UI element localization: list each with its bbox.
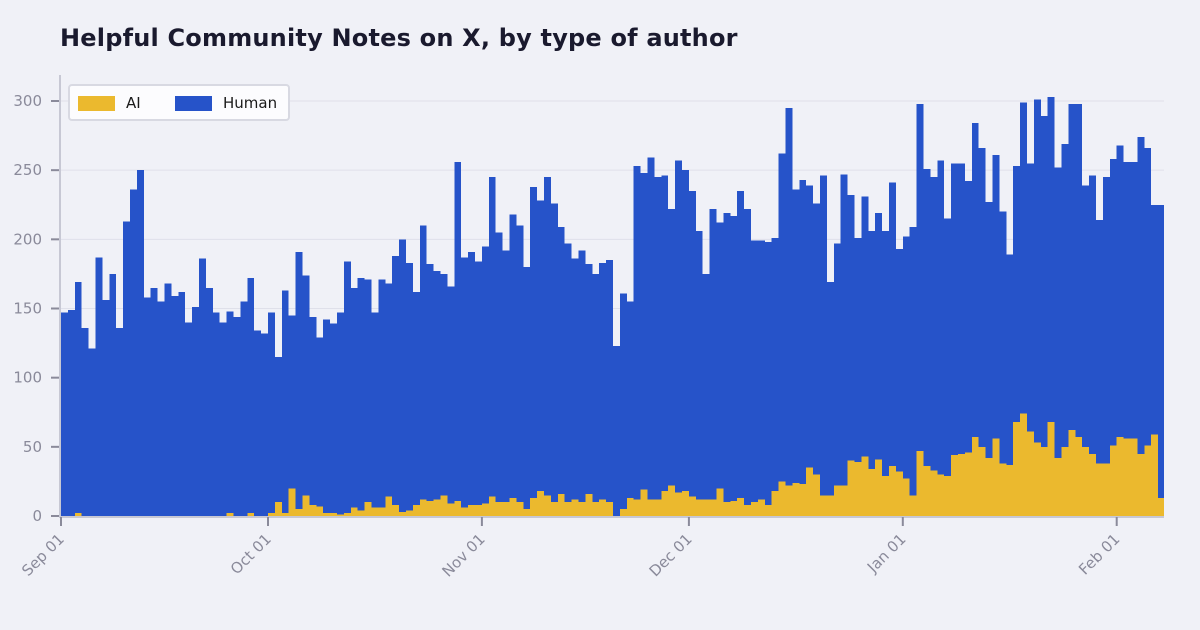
y-tick-label: 0 — [32, 507, 42, 525]
ai-bars — [61, 413, 1164, 516]
chart-title: Helpful Community Notes on X, by type of… — [60, 24, 738, 52]
x-tick-label: Sep 01 — [18, 530, 68, 580]
x-tick-label: Nov 01 — [438, 530, 488, 580]
y-tick-label: 300 — [13, 92, 42, 110]
human-bars — [61, 96, 1164, 516]
y-tick-label: 100 — [13, 369, 42, 387]
legend-swatch-human — [175, 96, 212, 111]
legend: AI Human — [68, 84, 290, 121]
x-tick-label: Dec 01 — [646, 530, 696, 580]
y-tick-label: 50 — [23, 438, 42, 456]
x-tick-label: Jan 01 — [863, 530, 910, 577]
legend-swatch-ai — [78, 96, 115, 111]
y-tick-label: 150 — [13, 300, 42, 318]
y-tick-label: 250 — [13, 161, 42, 179]
legend-label-human: Human — [223, 94, 278, 112]
y-tick-label: 200 — [13, 230, 42, 248]
x-tick-label: Oct 01 — [227, 530, 275, 578]
x-tick-label: Feb 01 — [1075, 530, 1123, 578]
legend-label-ai: AI — [126, 94, 141, 112]
